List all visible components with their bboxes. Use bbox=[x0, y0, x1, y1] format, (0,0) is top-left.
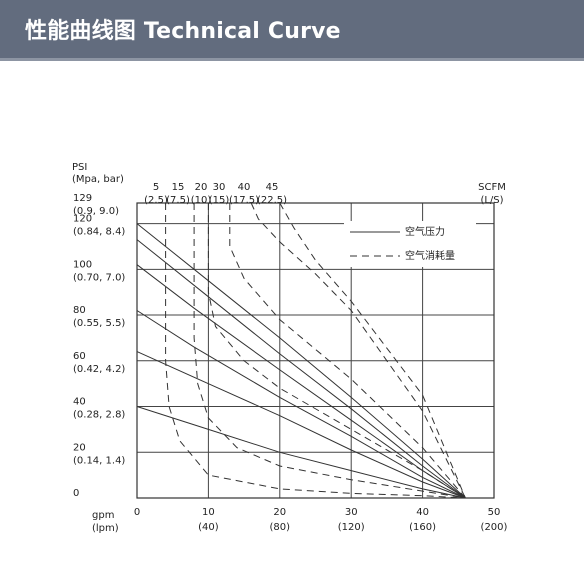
x-tick-label: 50 bbox=[488, 507, 501, 518]
x-tick-label: 30 bbox=[345, 507, 358, 518]
y-tick-label: 20 bbox=[73, 442, 86, 453]
legend-box bbox=[344, 221, 476, 267]
air-pressure-curve bbox=[136, 223, 466, 499]
page-header: 性能曲线图 Technical Curve bbox=[0, 0, 584, 61]
x-tick-sublabel: (160) bbox=[409, 522, 436, 533]
y-tick-label: 0 bbox=[73, 488, 79, 499]
air-pressure-curve bbox=[136, 406, 466, 499]
y-tick-label: 129 bbox=[73, 193, 92, 204]
top-tick-sublabel: (2.5) bbox=[144, 195, 168, 206]
y-tick-label: 120 bbox=[73, 214, 92, 225]
air-consumption-curve bbox=[193, 203, 466, 499]
y-tick-sublabel: (0.9, 9.0) bbox=[73, 206, 119, 217]
x-axis-title: gpm bbox=[92, 510, 114, 521]
top-tick-label: 20 bbox=[195, 182, 208, 193]
y-tick-sublabel: (0.70, 7.0) bbox=[73, 272, 125, 283]
y-tick-sublabel: (0.14, 1.4) bbox=[73, 455, 125, 466]
air-pressure-curve bbox=[136, 264, 466, 499]
air-consumption-curve bbox=[279, 202, 466, 499]
x-tick-label: 20 bbox=[273, 507, 286, 518]
y-tick-label: 40 bbox=[73, 397, 86, 408]
air-consumption-curve bbox=[207, 203, 466, 499]
y-tick-label: 80 bbox=[73, 305, 86, 316]
legend-label: 空气压力 bbox=[405, 225, 445, 238]
air-pressure-curve bbox=[136, 239, 466, 499]
top-axis-title: (L/S) bbox=[480, 195, 503, 206]
y-tick-sublabel: (0.28, 2.8) bbox=[73, 410, 125, 421]
air-consumption-curve bbox=[250, 202, 466, 499]
x-tick-sublabel: (40) bbox=[198, 522, 219, 533]
top-tick-label: 5 bbox=[153, 182, 159, 193]
x-tick-sublabel: (200) bbox=[481, 522, 508, 533]
page-title: 性能曲线图 Technical Curve bbox=[25, 19, 341, 44]
legend-label: 空气消耗量 bbox=[405, 249, 455, 262]
top-tick-label: 15 bbox=[172, 182, 185, 193]
air-pressure-curve bbox=[136, 310, 466, 499]
x-tick-sublabel: (80) bbox=[270, 522, 291, 533]
x-tick-label: 40 bbox=[416, 507, 429, 518]
air-consumption-curve bbox=[229, 203, 466, 499]
air-consumption-curve bbox=[165, 203, 466, 499]
top-axis-title: SCFM bbox=[478, 182, 506, 193]
top-tick-sublabel: (15) bbox=[209, 195, 230, 206]
top-tick-label: 40 bbox=[238, 182, 251, 193]
y-tick-label: 60 bbox=[73, 351, 86, 362]
x-tick-label: 10 bbox=[202, 507, 215, 518]
top-tick-sublabel: (7.5) bbox=[166, 195, 190, 206]
x-tick-sublabel: (120) bbox=[338, 522, 365, 533]
y-tick-sublabel: (0.42, 4.2) bbox=[73, 364, 125, 375]
top-tick-sublabel: (10) bbox=[191, 195, 212, 206]
x-tick-label: 0 bbox=[134, 507, 140, 518]
top-tick-label: 45 bbox=[266, 182, 279, 193]
y-axis-title: PSI bbox=[72, 162, 87, 173]
top-tick-sublabel: (17.5) bbox=[229, 195, 259, 206]
x-axis-title: (lpm) bbox=[92, 523, 119, 534]
y-axis-title: (Mpa, bar) bbox=[72, 174, 124, 185]
y-tick-sublabel: (0.55, 5.5) bbox=[73, 318, 125, 329]
top-tick-label: 30 bbox=[213, 182, 226, 193]
y-tick-sublabel: (0.84, 8.4) bbox=[73, 227, 125, 238]
y-tick-label: 100 bbox=[73, 259, 92, 270]
air-pressure-curve bbox=[136, 351, 466, 499]
plot-frame bbox=[136, 202, 495, 499]
top-tick-sublabel: (22.5) bbox=[257, 195, 287, 206]
